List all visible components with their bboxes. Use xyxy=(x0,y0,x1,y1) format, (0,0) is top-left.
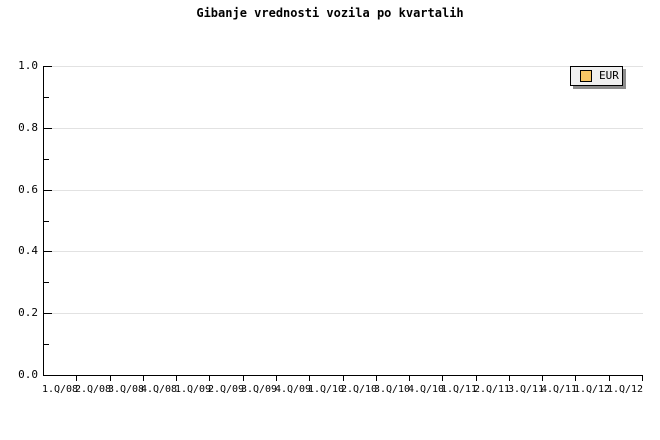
x-tick-label: 1.Q/12 xyxy=(573,384,611,395)
x-tick xyxy=(343,376,344,381)
x-tick-label: 1.Q/08 xyxy=(41,384,79,395)
y-tick xyxy=(44,221,49,222)
x-tick-label: 1.Q/10 xyxy=(307,384,345,395)
y-tick xyxy=(44,190,52,191)
x-tick xyxy=(376,376,377,381)
x-tick xyxy=(176,376,177,381)
y-tick-label: 0.6 xyxy=(18,183,38,196)
x-axis-line xyxy=(43,375,643,376)
x-tick xyxy=(76,376,77,381)
x-tick xyxy=(309,376,310,381)
y-tick xyxy=(44,159,49,160)
x-tick-label: 4.Q/09 xyxy=(274,384,312,395)
x-tick-label: 2.Q/10 xyxy=(340,384,378,395)
x-tick xyxy=(575,376,576,381)
y-grid-line xyxy=(44,128,643,129)
y-grid-line xyxy=(44,251,643,252)
legend-box: EUR xyxy=(570,66,623,86)
x-tick xyxy=(110,376,111,381)
y-tick xyxy=(44,344,49,345)
y-tick-label: 0.2 xyxy=(18,306,38,319)
x-tick xyxy=(143,376,144,381)
y-tick xyxy=(44,128,52,129)
y-tick-label: 1.0 xyxy=(18,59,38,72)
x-tick-label: 3.Q/09 xyxy=(240,384,278,395)
x-tick-label: 3.Q/10 xyxy=(373,384,411,395)
x-tick xyxy=(276,376,277,381)
x-tick-label: 4.Q/11 xyxy=(540,384,578,395)
y-axis-line xyxy=(43,66,44,376)
legend-swatch-eur xyxy=(580,70,592,82)
y-tick-label: 0.8 xyxy=(18,121,38,134)
x-tick-label: 2.Q/08 xyxy=(74,384,112,395)
y-grid-line xyxy=(44,313,643,314)
chart-title: Gibanje vrednosti vozila po kvartalih xyxy=(196,6,464,20)
x-tick-label: 3.Q/08 xyxy=(107,384,145,395)
x-tick xyxy=(609,376,610,381)
x-tick-label: 1.Q/11 xyxy=(440,384,478,395)
y-grid-line xyxy=(44,66,643,67)
y-tick xyxy=(44,66,52,67)
y-tick xyxy=(44,251,52,252)
x-tick-label: 3.Q/11 xyxy=(507,384,545,395)
x-tick xyxy=(209,376,210,381)
x-tick-label: 1.Q/12 xyxy=(606,384,644,395)
y-grid-line xyxy=(44,190,643,191)
x-tick xyxy=(509,376,510,381)
legend-label: EUR xyxy=(599,69,619,82)
x-tick-label: 4.Q/10 xyxy=(407,384,445,395)
x-tick xyxy=(476,376,477,381)
x-tick xyxy=(243,376,244,381)
y-tick-label: 0.4 xyxy=(18,244,38,257)
x-tick-label: 1.Q/09 xyxy=(174,384,212,395)
x-tick xyxy=(642,376,643,381)
x-tick xyxy=(442,376,443,381)
y-tick xyxy=(44,313,52,314)
x-tick-label: 2.Q/09 xyxy=(207,384,245,395)
y-tick-label: 0.0 xyxy=(18,368,38,381)
x-tick xyxy=(542,376,543,381)
x-tick-label: 2.Q/11 xyxy=(473,384,511,395)
y-tick xyxy=(44,282,49,283)
x-tick xyxy=(409,376,410,381)
x-tick-label: 4.Q/08 xyxy=(140,384,178,395)
y-tick xyxy=(44,97,49,98)
